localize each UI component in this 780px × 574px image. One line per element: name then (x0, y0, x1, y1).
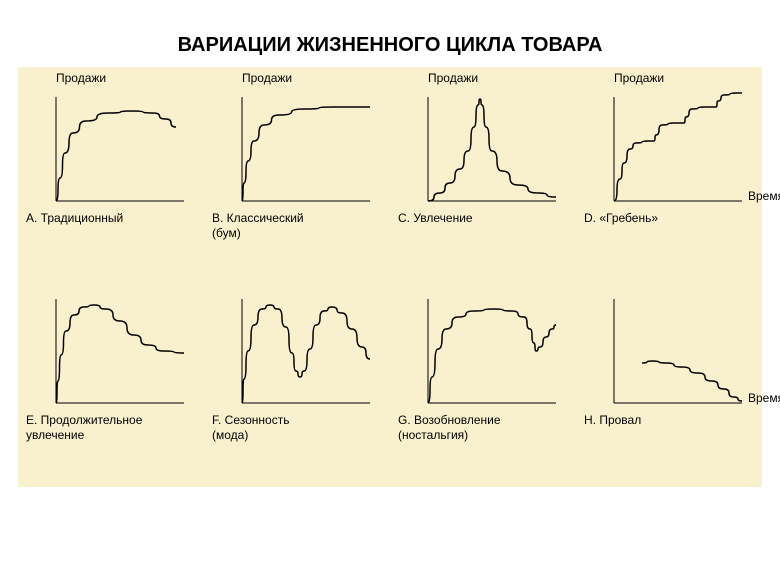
curve-H (642, 361, 742, 401)
y-axis-label: Продажи (428, 71, 478, 85)
curve-B (242, 107, 370, 201)
panel-F: F. Сезонность(мода) (204, 277, 390, 487)
panel-G: G. Возобновление(ностальгия) (390, 277, 576, 487)
caption-G: G. Возобновление(ностальгия) (398, 413, 501, 443)
plot-C (410, 83, 560, 223)
caption-B: В. Классический(бум) (212, 211, 304, 241)
curve-G (428, 309, 556, 403)
caption-E: Е. Продолжительноеувлечение (26, 413, 142, 443)
curve-F (242, 305, 370, 403)
curve-E (56, 305, 184, 403)
x-axis-label: Время (748, 189, 780, 203)
caption-D: D. «Гребень» (584, 211, 658, 226)
plot-B (224, 83, 374, 223)
page-title: ВАРИАЦИИ ЖИЗНЕННОГО ЦИКЛА ТОВАРА (0, 34, 780, 57)
caption-C: С. Увлечение (398, 211, 473, 226)
panel-C: Продажи С. Увлечение (390, 67, 576, 277)
panel-E: Е. Продолжительноеувлечение (18, 277, 204, 487)
curve-C (428, 99, 556, 201)
panel-D: ПродажиВремяD. «Гребень» (576, 67, 762, 277)
y-axis-label: Продажи (56, 71, 106, 85)
plot-G (410, 285, 560, 425)
y-axis-label: Продажи (614, 71, 664, 85)
chart-area: Продажи A. Традиционный Продажи В. Классиче… (18, 67, 762, 487)
caption-F: F. Сезонность(мода) (212, 413, 289, 443)
caption-H: Н. Провал (584, 413, 641, 428)
plot-H (596, 285, 746, 425)
curve-D (614, 93, 742, 201)
panel-A: Продажи A. Традиционный (18, 67, 204, 277)
plot-D (596, 83, 746, 223)
panel-grid: Продажи A. Традиционный Продажи В. Классиче… (18, 67, 762, 487)
plot-E (38, 285, 188, 425)
x-axis-label: Время (748, 391, 780, 405)
plot-A (38, 83, 188, 223)
panel-B: Продажи В. Классический(бум) (204, 67, 390, 277)
y-axis-label: Продажи (242, 71, 292, 85)
caption-A: A. Традиционный (26, 211, 123, 226)
curve-A (56, 111, 176, 201)
panel-H: ВремяН. Провал (576, 277, 762, 487)
plot-F (224, 285, 374, 425)
